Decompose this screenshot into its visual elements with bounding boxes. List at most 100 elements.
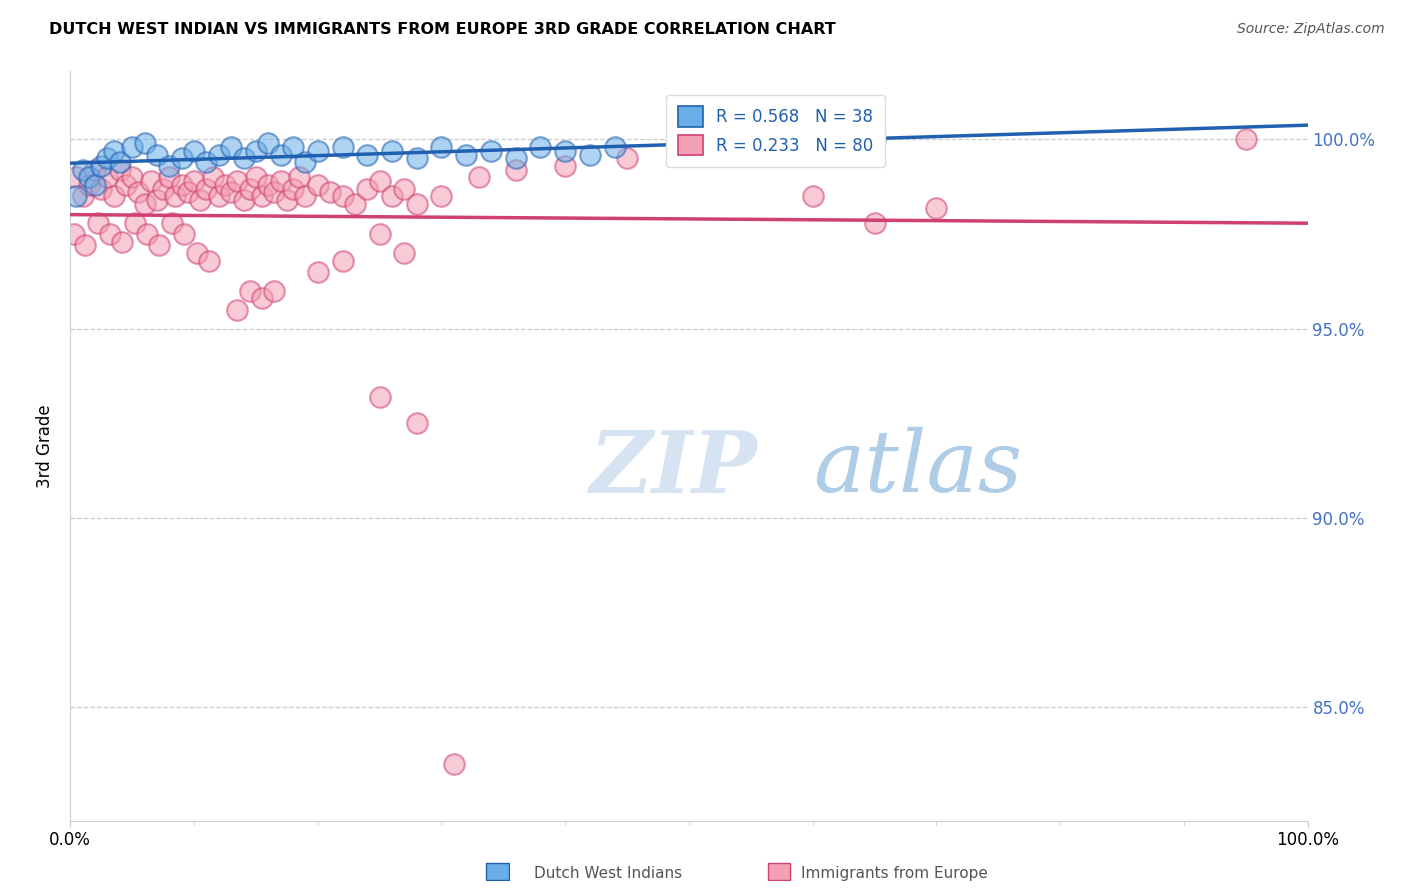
Point (139, 174, 162, 188)
Text: Immigrants from Europe: Immigrants from Europe (801, 866, 988, 881)
Point (245, 170, 267, 185)
Point (90, 159, 112, 173)
Point (430, 189, 453, 203)
Point (146, 193, 169, 207)
Point (332, 140, 354, 154)
Point (239, 284, 262, 298)
Point (127, 186, 149, 200)
Point (208, 147, 231, 161)
Text: Dutch West Indians: Dutch West Indians (534, 866, 682, 881)
Point (579, 147, 602, 161)
Point (77, 178, 100, 192)
Point (239, 182, 262, 196)
Point (75, 238, 97, 252)
Point (257, 178, 280, 192)
Point (226, 174, 249, 188)
Point (157, 170, 180, 185)
Point (405, 196, 427, 211)
Point (456, 147, 478, 161)
Point (381, 144, 404, 158)
Point (554, 159, 576, 173)
Point (170, 178, 193, 192)
Point (65, 189, 87, 203)
Point (232, 193, 254, 207)
Point (616, 152, 638, 166)
Point (96, 152, 118, 166)
Point (121, 170, 143, 185)
Point (121, 140, 143, 154)
Point (479, 144, 502, 158)
Point (368, 174, 391, 188)
Point (63, 227, 86, 241)
Legend: R = 0.568   N = 38, R = 0.233   N = 80: R = 0.568 N = 38, R = 0.233 N = 80 (666, 95, 884, 167)
Point (394, 246, 416, 260)
Point (219, 140, 242, 154)
Point (98, 227, 121, 241)
Point (801, 136, 824, 151)
Point (134, 196, 156, 211)
Point (96, 170, 118, 185)
Point (381, 189, 404, 203)
Point (198, 253, 221, 268)
Point (195, 182, 218, 196)
Point (263, 186, 285, 200)
Point (343, 196, 366, 211)
Text: atlas: atlas (813, 427, 1022, 510)
Point (219, 186, 242, 200)
Point (84, 178, 107, 192)
Point (307, 265, 329, 279)
Point (245, 144, 267, 158)
Y-axis label: 3rd Grade: 3rd Grade (37, 404, 55, 488)
Point (124, 216, 146, 230)
Point (529, 140, 551, 154)
Point (115, 178, 138, 192)
Point (188, 193, 211, 207)
Point (170, 152, 193, 166)
Point (319, 186, 342, 200)
Point (208, 189, 231, 203)
Point (294, 155, 316, 169)
Point (307, 144, 329, 158)
Point (368, 390, 391, 404)
Point (177, 186, 200, 200)
Text: Source: ZipAtlas.com: Source: ZipAtlas.com (1237, 22, 1385, 37)
Point (250, 292, 273, 306)
Point (270, 147, 292, 161)
Point (134, 136, 156, 151)
Point (263, 284, 285, 298)
Point (146, 147, 169, 161)
Point (863, 132, 886, 146)
Point (157, 159, 180, 173)
Point (307, 178, 329, 192)
Point (250, 189, 273, 203)
Point (356, 147, 378, 161)
Point (1234, 132, 1257, 146)
Point (86, 216, 108, 230)
Point (186, 246, 208, 260)
Point (356, 182, 378, 196)
Point (195, 155, 218, 169)
Point (257, 136, 280, 151)
Point (332, 189, 354, 203)
Point (288, 170, 311, 185)
Point (152, 182, 174, 196)
Point (111, 235, 134, 249)
Point (65, 170, 87, 185)
Point (925, 201, 948, 215)
Point (165, 189, 187, 203)
Point (201, 170, 224, 185)
Point (90, 182, 112, 196)
Point (505, 152, 527, 166)
Point (863, 216, 886, 230)
Point (270, 174, 292, 188)
Point (103, 189, 125, 203)
Point (740, 147, 762, 161)
Point (84, 162, 107, 177)
Point (232, 152, 254, 166)
Point (226, 302, 249, 317)
Point (443, 756, 465, 771)
Point (405, 417, 427, 431)
Point (430, 140, 453, 154)
Point (77, 170, 100, 185)
Point (72, 189, 94, 203)
